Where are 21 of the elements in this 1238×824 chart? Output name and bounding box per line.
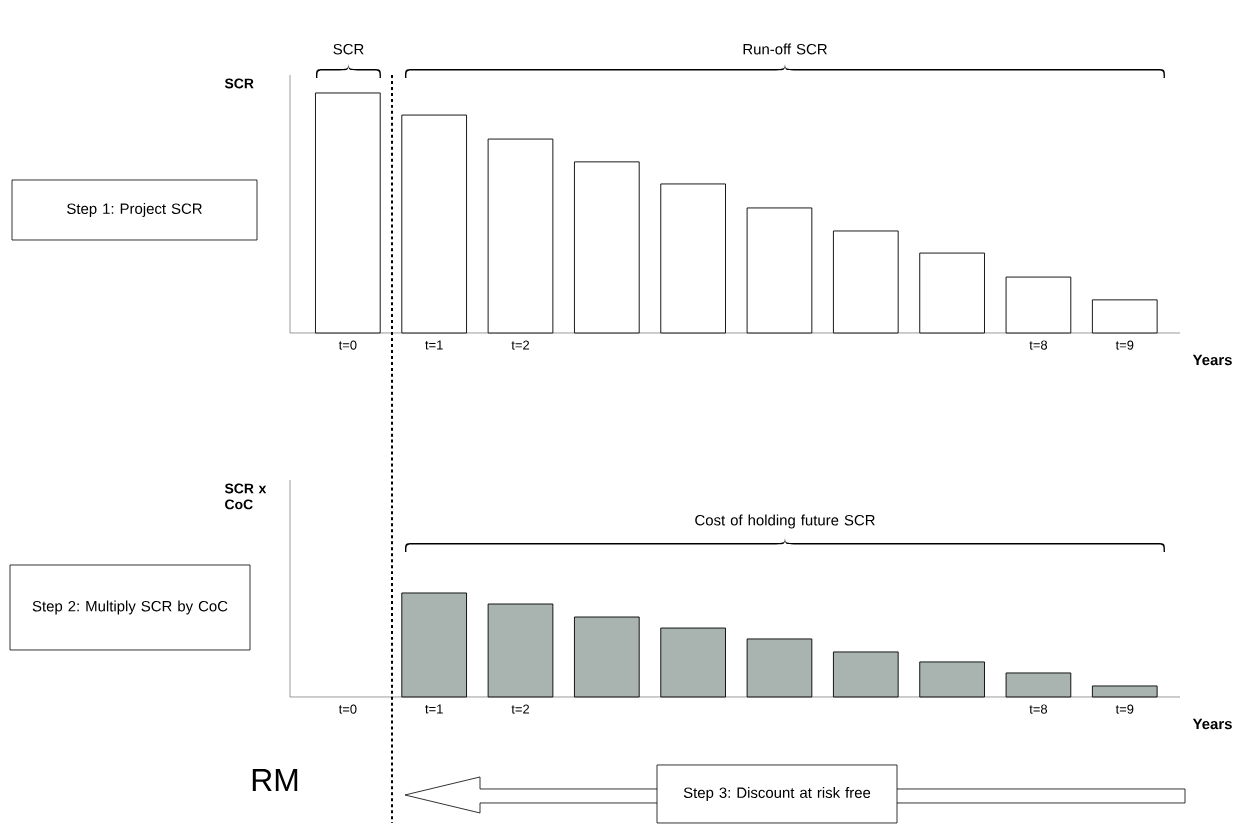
y-axis-title: SCR [224,78,254,89]
x-tick-label: t=0 [338,340,357,350]
x-tick-label: t=9 [1115,340,1134,350]
x-axis-title: Years [1192,718,1232,730]
x-tick-label: t=0 [338,704,357,714]
text: SCR [333,43,364,55]
x-tick-label: t=1 [425,340,443,350]
text: Step 2: Multiply SCR by CoC [32,600,228,615]
x-tick-label: t=9 [1115,704,1134,714]
x-tick-label: t=8 [1029,704,1048,714]
x-tick-label: t=2 [511,704,530,714]
text: RM [252,769,298,791]
x-axis-title: Years [1192,354,1232,366]
x-tick-label: t=1 [425,704,443,714]
y-axis-title: SCR x CoC [224,483,267,510]
x-tick-label: t=8 [1029,340,1048,350]
text: Run-off SCR [743,43,827,55]
text: Step 3: Discount at risk free [683,787,871,801]
text: Cost of holding future SCR [695,514,875,529]
x-tick-label: t=2 [511,340,530,350]
text: Step 1: Project SCR [67,203,202,217]
